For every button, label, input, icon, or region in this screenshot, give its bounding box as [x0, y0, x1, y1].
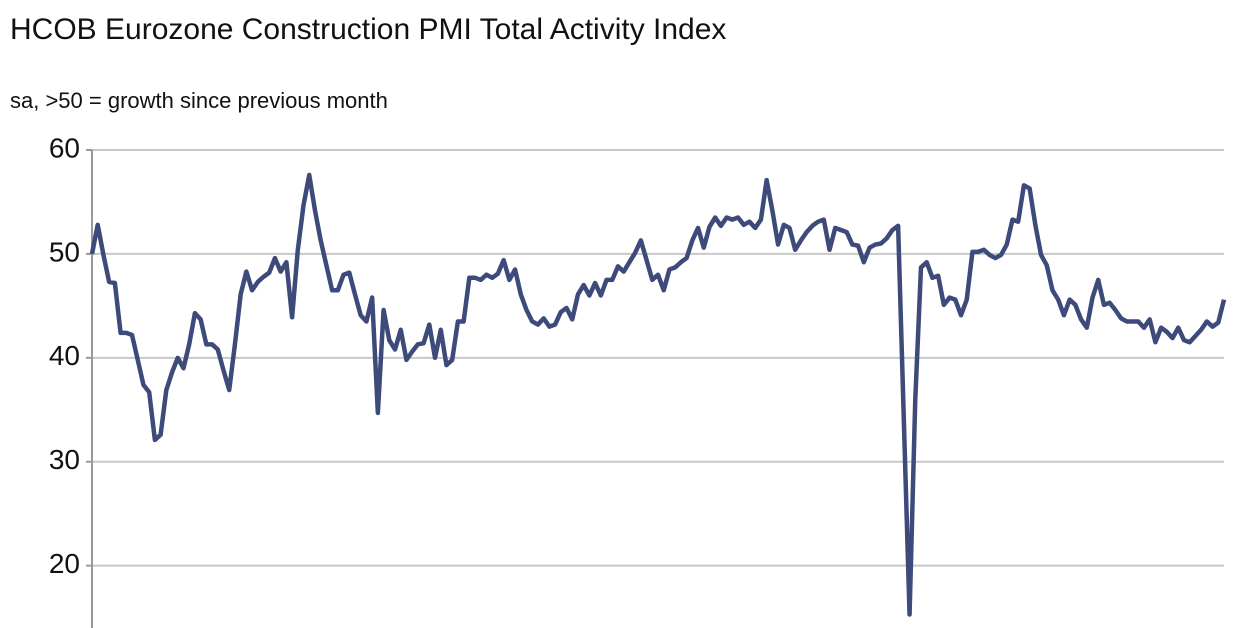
- y-tick-label: 30: [49, 444, 80, 475]
- y-tick-label: 60: [49, 132, 80, 163]
- data-line: [89, 172, 1227, 617]
- y-tick-label: 40: [49, 340, 80, 371]
- y-tick-label: 20: [49, 548, 80, 579]
- y-tick-label: 50: [49, 236, 80, 267]
- chart-title: HCOB Eurozone Construction PMI Total Act…: [10, 13, 726, 46]
- chart-subtitle: sa, >50 = growth since previous month: [10, 88, 388, 113]
